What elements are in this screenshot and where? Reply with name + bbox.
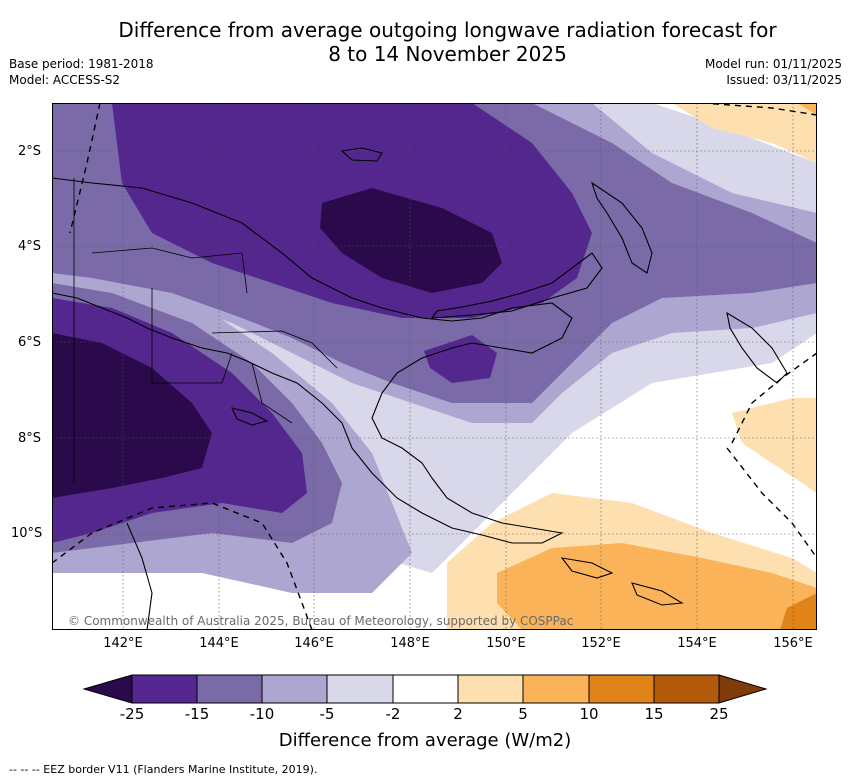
eez-southeast bbox=[726, 447, 817, 559]
manus-island bbox=[340, 147, 383, 162]
colorbar-tick: -2 bbox=[385, 705, 401, 723]
lat-label-2s: 2°S bbox=[18, 144, 42, 159]
graticule bbox=[52, 103, 817, 630]
region-10-15-ne bbox=[797, 103, 817, 115]
lon-label-154e: 154°E bbox=[677, 636, 717, 651]
eez-southwest bbox=[52, 502, 313, 630]
colorbar-tick: -15 bbox=[184, 705, 210, 723]
chart-title: Difference from average outgoing longwav… bbox=[60, 18, 835, 66]
eez-northeast bbox=[701, 103, 817, 116]
cape-york-coast bbox=[126, 522, 153, 630]
colorbar-tick: 25 bbox=[709, 705, 729, 723]
colorbar-title: Difference from average (W/m2) bbox=[278, 730, 572, 751]
colorbar-bin-15-25 bbox=[653, 674, 720, 704]
region-lt-neg25-north bbox=[320, 188, 502, 293]
title-line-1: Difference from average outgoing longwav… bbox=[118, 18, 777, 42]
lat-label-4s: 4°S bbox=[18, 239, 42, 254]
colorbar-tick: 2 bbox=[453, 705, 463, 723]
map-svg bbox=[52, 103, 817, 630]
colorbar-bin-neg10-neg5 bbox=[261, 674, 328, 704]
model-name: Model: ACCESS-S2 bbox=[9, 73, 121, 87]
region-lt-neg25-west bbox=[52, 333, 212, 498]
model-run: Model run: 01/11/2025 bbox=[704, 57, 842, 71]
region-neg25-neg15-patch bbox=[424, 335, 497, 383]
colorbar-tick: 15 bbox=[644, 705, 664, 723]
colorbar-bin-neg5-neg2 bbox=[326, 674, 394, 704]
province-borders bbox=[91, 247, 338, 424]
lon-label-150e: 150°E bbox=[486, 636, 526, 651]
title-line-2: 8 to 14 November 2025 bbox=[328, 42, 567, 66]
issued-date: Issued: 03/11/2025 bbox=[726, 73, 842, 87]
new-britain-coast bbox=[430, 252, 603, 319]
colorbar-bin-5-10 bbox=[522, 674, 590, 704]
copyright-notice: © Commonwealth of Australia 2025, Bureau… bbox=[68, 614, 574, 628]
colorbar-bin-2-5 bbox=[457, 674, 524, 704]
colorbar-bin-neg2-2 bbox=[392, 674, 459, 704]
colorbar-tick: -5 bbox=[319, 705, 335, 723]
map-frame bbox=[52, 103, 817, 630]
region-5-10-south bbox=[497, 543, 817, 630]
lat-label-8s: 8°S bbox=[18, 431, 42, 446]
colorbar-bin-neg25-neg15 bbox=[131, 674, 198, 704]
colorbar bbox=[82, 674, 768, 704]
lon-label-142e: 142°E bbox=[103, 636, 143, 651]
base-period: Base period: 1981-2018 bbox=[9, 57, 154, 71]
eez-legend: -- -- -- EEZ border V11 (Flanders Marine… bbox=[9, 763, 318, 776]
lon-label-156e: 156°E bbox=[773, 636, 813, 651]
borders bbox=[73, 178, 338, 483]
eez-east bbox=[731, 352, 817, 444]
colorbar-bin-10-15 bbox=[588, 674, 655, 704]
colorbar-tick: -10 bbox=[249, 705, 275, 723]
colorbar-extend-low bbox=[82, 674, 133, 704]
meta-left: Base period: 1981-2018 Model: ACCESS-S2 bbox=[9, 56, 154, 88]
lon-label-144e: 144°E bbox=[199, 636, 239, 651]
new-ireland-coast bbox=[590, 181, 653, 274]
colorbar-extend-high bbox=[718, 674, 768, 704]
bougainville-coast bbox=[726, 311, 788, 384]
new-guinea-coast bbox=[52, 177, 573, 544]
map-panel bbox=[52, 103, 817, 630]
lon-label-146e: 146°E bbox=[294, 636, 334, 651]
solomon-islands bbox=[560, 557, 684, 606]
coastlines bbox=[52, 147, 788, 630]
lon-label-148e: 148°E bbox=[390, 636, 430, 651]
region-10-15-corner bbox=[780, 593, 817, 630]
lat-label-10s: 10°S bbox=[11, 526, 43, 541]
colorbar-tick: 5 bbox=[518, 705, 528, 723]
colorbar-tick: -25 bbox=[119, 705, 145, 723]
lat-label-6s: 6°S bbox=[18, 335, 42, 350]
meta-right: Model run: 01/11/2025 Issued: 03/11/2025 bbox=[705, 56, 842, 88]
colorbar-bin-neg15-neg10 bbox=[196, 674, 263, 704]
torres-islands bbox=[231, 407, 269, 426]
colorbar-tick: 10 bbox=[579, 705, 599, 723]
region-2-5-east bbox=[732, 398, 817, 493]
eez-borders bbox=[52, 103, 817, 630]
region-2-5-north bbox=[672, 103, 817, 163]
lon-label-152e: 152°E bbox=[581, 636, 621, 651]
